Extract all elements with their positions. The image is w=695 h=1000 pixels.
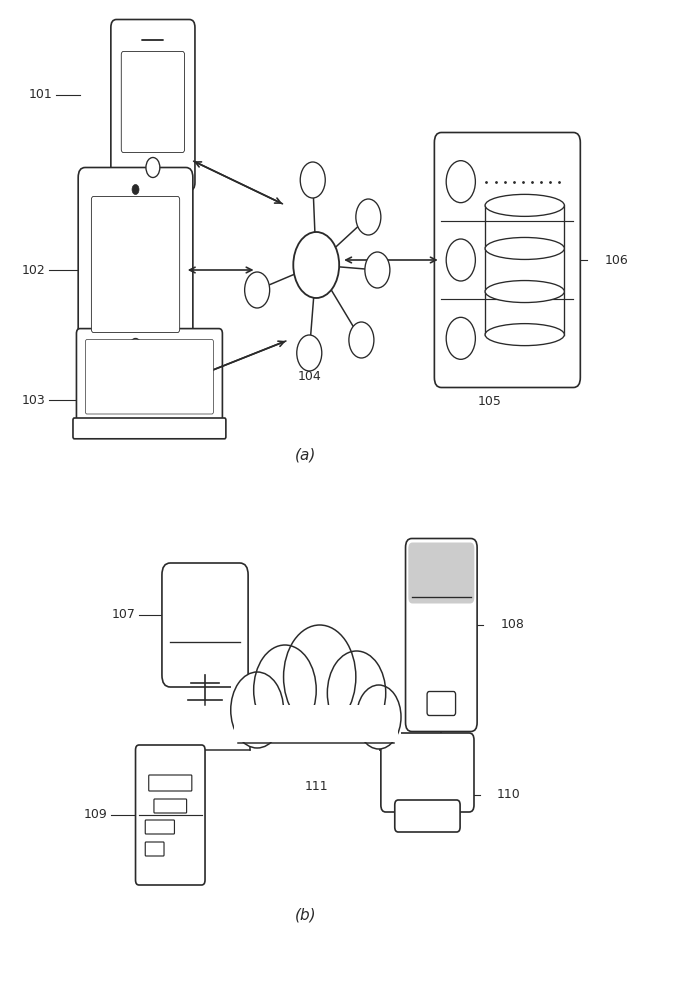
FancyBboxPatch shape [149, 775, 192, 791]
FancyBboxPatch shape [406, 539, 477, 732]
Circle shape [300, 162, 325, 198]
FancyBboxPatch shape [409, 542, 474, 603]
Text: 105: 105 [478, 395, 502, 408]
Circle shape [245, 272, 270, 308]
Ellipse shape [485, 237, 564, 259]
FancyBboxPatch shape [73, 418, 226, 439]
Circle shape [446, 161, 475, 203]
Circle shape [297, 335, 322, 371]
FancyBboxPatch shape [381, 733, 474, 812]
Text: 101: 101 [28, 89, 52, 102]
FancyBboxPatch shape [427, 692, 456, 716]
FancyBboxPatch shape [234, 705, 398, 742]
FancyBboxPatch shape [154, 799, 186, 813]
Text: 108: 108 [500, 618, 524, 632]
FancyBboxPatch shape [76, 329, 222, 425]
Ellipse shape [485, 194, 564, 216]
Text: (b): (b) [295, 908, 317, 922]
Text: 104: 104 [297, 370, 321, 383]
Circle shape [357, 685, 401, 749]
FancyBboxPatch shape [395, 800, 460, 832]
Text: 107: 107 [112, 608, 136, 621]
FancyBboxPatch shape [434, 132, 580, 387]
Circle shape [231, 672, 284, 748]
Circle shape [365, 252, 390, 288]
Circle shape [284, 625, 356, 729]
Text: 103: 103 [22, 393, 45, 406]
Ellipse shape [485, 281, 564, 303]
FancyBboxPatch shape [79, 168, 193, 372]
FancyBboxPatch shape [111, 20, 195, 190]
Circle shape [129, 338, 142, 357]
Circle shape [327, 651, 386, 735]
FancyBboxPatch shape [122, 51, 185, 152]
FancyBboxPatch shape [231, 675, 401, 743]
Text: 102: 102 [22, 263, 45, 276]
Text: (a): (a) [295, 448, 316, 462]
FancyBboxPatch shape [92, 196, 179, 332]
Circle shape [349, 322, 374, 358]
Circle shape [132, 184, 139, 194]
FancyBboxPatch shape [162, 563, 248, 687]
Text: 106: 106 [605, 253, 628, 266]
Circle shape [254, 645, 316, 735]
Circle shape [293, 232, 339, 298]
Ellipse shape [485, 324, 564, 346]
Circle shape [356, 199, 381, 235]
Text: 110: 110 [497, 788, 521, 802]
FancyBboxPatch shape [136, 745, 205, 885]
FancyBboxPatch shape [85, 340, 213, 414]
Text: 111: 111 [304, 780, 328, 793]
Text: 109: 109 [84, 808, 108, 822]
FancyBboxPatch shape [145, 820, 174, 834]
Circle shape [446, 239, 475, 281]
FancyBboxPatch shape [145, 842, 164, 856]
Circle shape [146, 157, 160, 178]
Circle shape [446, 317, 475, 359]
